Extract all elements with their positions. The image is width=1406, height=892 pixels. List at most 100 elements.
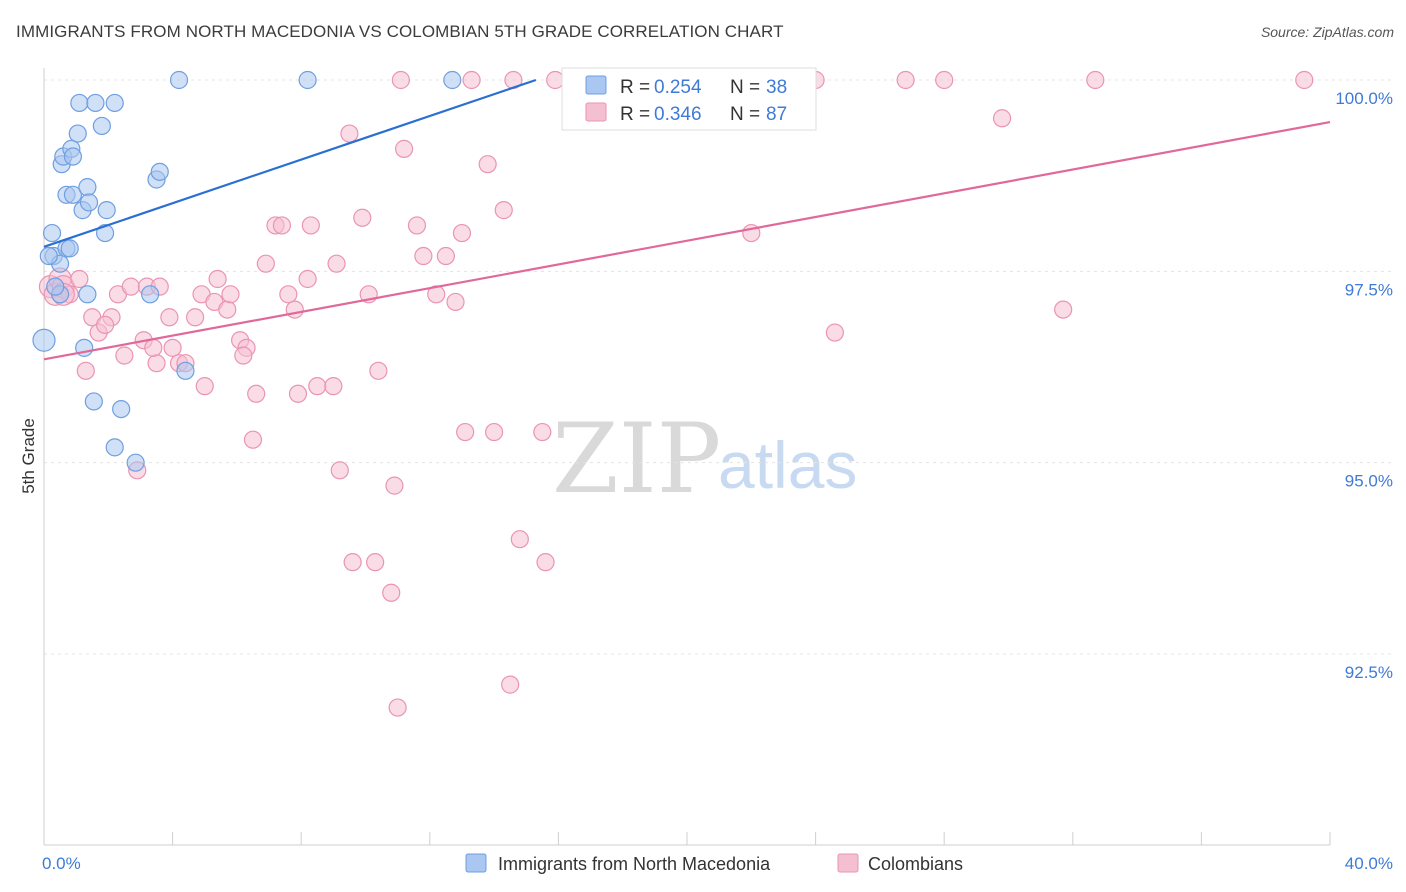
data-point bbox=[76, 361, 95, 380]
data-point bbox=[97, 201, 116, 220]
data-point bbox=[546, 70, 565, 90]
data-point bbox=[462, 70, 481, 90]
data-point bbox=[218, 300, 237, 319]
legend-pink-r-value: 0.346 bbox=[654, 104, 702, 125]
data-point bbox=[95, 315, 115, 335]
gridlines bbox=[44, 79, 1392, 655]
data-point bbox=[935, 70, 954, 90]
data-point bbox=[247, 384, 266, 403]
data-point bbox=[115, 346, 134, 365]
data-point bbox=[533, 422, 552, 442]
y-tick-label: 100.0% bbox=[1335, 89, 1393, 108]
bottom-legend-swatch-blue bbox=[465, 853, 487, 873]
series-legend: Immigrants from North Macedonia Colombia… bbox=[465, 853, 963, 874]
data-point bbox=[1295, 70, 1314, 90]
data-point bbox=[391, 70, 410, 90]
y-tick-labels: 100.0% 97.5% 95.0% 92.5% bbox=[1335, 89, 1393, 682]
data-point bbox=[147, 354, 166, 373]
data-point bbox=[160, 308, 179, 327]
trendline-blue bbox=[43, 78, 537, 248]
trendlines bbox=[43, 78, 1331, 361]
data-point bbox=[353, 208, 372, 227]
bottom-legend-label-pink: Colombians bbox=[868, 854, 963, 874]
data-point bbox=[485, 422, 504, 442]
data-point bbox=[436, 246, 455, 266]
data-point bbox=[298, 70, 317, 90]
data-point bbox=[456, 422, 475, 442]
data-point bbox=[992, 109, 1012, 128]
data-point bbox=[382, 583, 401, 602]
source-label: Source: ZipAtlas.com bbox=[1260, 24, 1394, 40]
x-ticks bbox=[43, 832, 1331, 845]
data-point bbox=[494, 201, 513, 220]
legend-pink-n-label: N = bbox=[730, 104, 760, 125]
data-point bbox=[1086, 70, 1105, 90]
legend-pink-n-value: 87 bbox=[766, 104, 787, 125]
data-point bbox=[510, 530, 529, 549]
y-axis-label: 5th Grade bbox=[19, 418, 38, 494]
data-point bbox=[234, 346, 253, 365]
data-point bbox=[84, 392, 103, 411]
data-point bbox=[95, 223, 115, 243]
watermark-zip: ZIP bbox=[552, 403, 721, 515]
data-point bbox=[126, 453, 145, 472]
data-point bbox=[394, 139, 414, 158]
data-point bbox=[46, 277, 65, 296]
data-point bbox=[140, 285, 160, 304]
data-point bbox=[70, 93, 89, 113]
data-point bbox=[186, 308, 205, 327]
data-point bbox=[369, 361, 388, 380]
data-point bbox=[63, 185, 83, 204]
data-point bbox=[301, 216, 320, 235]
data-point bbox=[256, 254, 275, 273]
data-point bbox=[105, 93, 124, 113]
data-point bbox=[388, 698, 407, 717]
data-point bbox=[446, 292, 465, 312]
data-point bbox=[308, 377, 327, 396]
trendline-pink bbox=[43, 121, 1331, 361]
data-point bbox=[42, 223, 62, 243]
data-point bbox=[443, 70, 462, 90]
data-point bbox=[144, 338, 163, 357]
data-point bbox=[78, 178, 97, 197]
data-point bbox=[478, 155, 497, 174]
legend-swatch-blue bbox=[585, 75, 607, 95]
data-point bbox=[288, 384, 308, 403]
correlation-legend: R = 0.254 N = 38 R = 0.346 N = 87 bbox=[561, 67, 817, 131]
data-point bbox=[385, 476, 404, 495]
y-tick-label: 97.5% bbox=[1345, 280, 1393, 299]
data-point bbox=[86, 93, 105, 113]
data-point bbox=[327, 254, 346, 273]
watermark: ZIP atlas bbox=[552, 403, 857, 515]
data-point bbox=[896, 70, 915, 90]
data-point bbox=[452, 223, 472, 243]
data-point bbox=[112, 399, 131, 419]
data-point bbox=[343, 553, 362, 572]
data-point bbox=[169, 70, 189, 90]
data-point bbox=[63, 147, 83, 166]
data-point bbox=[39, 246, 58, 266]
data-point bbox=[150, 162, 169, 181]
data-point bbox=[285, 300, 304, 319]
legend-blue-n-value: 38 bbox=[766, 77, 787, 98]
data-point bbox=[176, 361, 195, 380]
data-point bbox=[324, 377, 343, 396]
x-tick-labels: 0.0% 40.0% bbox=[42, 854, 1393, 873]
data-point bbox=[279, 285, 298, 304]
data-point bbox=[79, 193, 99, 212]
data-point bbox=[78, 285, 97, 304]
data-point bbox=[105, 438, 124, 457]
legend-blue-r-value: 0.254 bbox=[654, 77, 702, 98]
x-tick-label: 40.0% bbox=[1345, 854, 1393, 873]
data-point bbox=[243, 430, 263, 449]
y-tick-label: 92.5% bbox=[1345, 663, 1393, 682]
legend-pink-r-label: R = bbox=[620, 104, 650, 125]
data-point bbox=[70, 269, 89, 289]
data-point bbox=[414, 246, 433, 266]
data-point bbox=[330, 461, 349, 480]
watermark-atlas: atlas bbox=[718, 428, 857, 502]
data-point bbox=[407, 216, 427, 235]
data-point bbox=[92, 116, 111, 136]
data-point bbox=[366, 553, 385, 572]
